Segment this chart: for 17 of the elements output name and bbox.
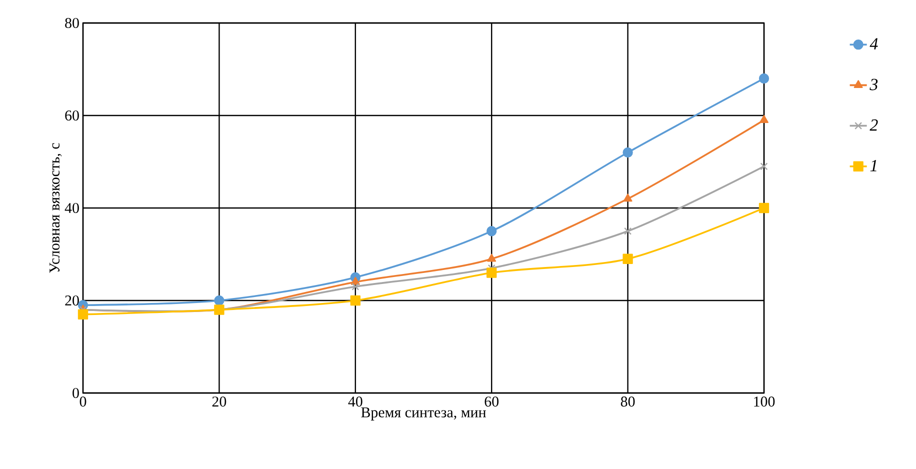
y-tick-label: 40 [64, 202, 79, 214]
x-tick-label: 20 [212, 396, 226, 407]
x-axis-title: Время синтеза, мин [361, 407, 486, 420]
legend-label: 4 [870, 38, 878, 50]
legend-label: 3 [870, 78, 878, 90]
x-tick-label: 60 [484, 396, 499, 407]
y-tick-label: 80 [65, 18, 79, 28]
x-tick-label: 80 [620, 396, 635, 407]
y-tick-label: 0 [72, 388, 79, 398]
x-tick-label: 0 [80, 396, 86, 407]
y-axis-title: Условная вязкость, с [50, 143, 62, 273]
legend-label: 1 [870, 160, 876, 172]
y-tick-label: 60 [65, 110, 79, 121]
x-tick-label: 100 [754, 396, 775, 407]
legend-label: 2 [870, 119, 878, 131]
x-tick-label: 40 [348, 396, 362, 407]
y-tick-label: 20 [65, 295, 79, 306]
